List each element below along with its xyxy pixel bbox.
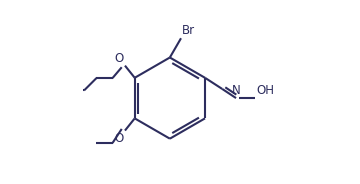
Text: OH: OH bbox=[256, 84, 274, 98]
Text: Br: Br bbox=[182, 24, 195, 37]
Text: O: O bbox=[115, 52, 124, 65]
Text: N: N bbox=[232, 84, 240, 97]
Text: O: O bbox=[115, 132, 124, 145]
